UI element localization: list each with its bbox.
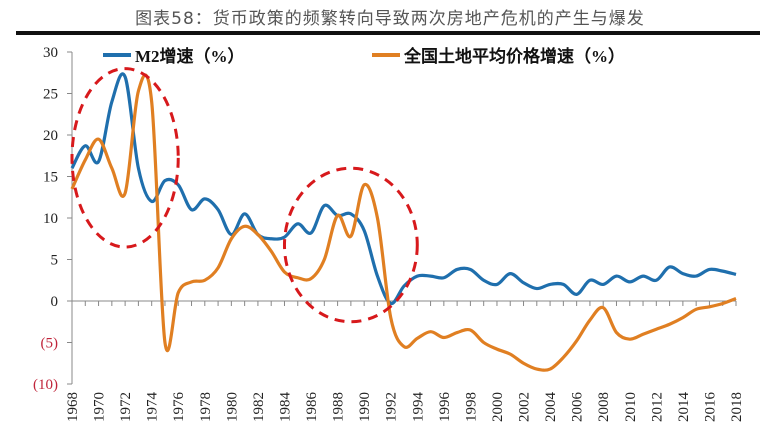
series-line-land bbox=[70, 73, 737, 372]
x-tick-label: 1974 bbox=[145, 392, 161, 423]
x-tick-label: 1994 bbox=[410, 392, 426, 423]
legend-land: 全国土地平均价格增速（%） bbox=[372, 42, 625, 67]
y-tick-label: 15 bbox=[43, 170, 58, 186]
x-tick-label: 1968 bbox=[65, 392, 81, 422]
x-tick-label: 2016 bbox=[702, 392, 718, 423]
crisis-highlight-ellipse-1 bbox=[70, 67, 180, 249]
legend-swatch-land bbox=[372, 52, 400, 57]
y-tick-label: 25 bbox=[43, 87, 58, 103]
x-tick-label: 1984 bbox=[277, 392, 293, 423]
x-tick-label: 1982 bbox=[251, 392, 267, 422]
y-tick-label: 30 bbox=[43, 45, 58, 61]
x-tick-label: 2004 bbox=[543, 392, 559, 423]
title-rule bbox=[16, 31, 760, 35]
x-tick-label: 1992 bbox=[384, 392, 400, 422]
legend-label-land: 全国土地平均价格增速（%） bbox=[404, 47, 625, 66]
x-tick-label: 2014 bbox=[676, 392, 692, 423]
y-tick-label: 20 bbox=[43, 128, 58, 144]
x-tick-label: 1990 bbox=[357, 392, 373, 422]
crisis-highlight-ellipse-2 bbox=[282, 166, 419, 324]
x-tick-label: 1988 bbox=[331, 392, 347, 422]
y-tick-label: 10 bbox=[43, 211, 58, 227]
y-tick-label: 0 bbox=[51, 294, 59, 310]
x-tick-label: 2000 bbox=[490, 392, 506, 422]
x-tick-label: 1986 bbox=[304, 392, 320, 423]
x-tick-label: 1996 bbox=[437, 392, 453, 423]
x-tick-label: 1972 bbox=[118, 392, 134, 422]
y-tick-label: 5 bbox=[51, 253, 59, 269]
x-tick-label: 1978 bbox=[198, 392, 214, 422]
x-tick-label: 2018 bbox=[729, 392, 745, 422]
x-tick-label: 2002 bbox=[517, 392, 533, 422]
chart-title: 图表58：货币政策的频繁转向导致两次房地产危机的产生与爆发 bbox=[135, 9, 645, 29]
x-tick-label: 2008 bbox=[596, 392, 612, 422]
x-tick-label: 1980 bbox=[224, 392, 240, 422]
x-tick-label: 2006 bbox=[570, 392, 586, 423]
legend-swatch-m2 bbox=[103, 52, 131, 57]
x-tick-label: 2010 bbox=[623, 392, 639, 422]
x-tick-label: 1970 bbox=[92, 392, 108, 422]
legend-m2: M2增速（%） bbox=[103, 42, 245, 67]
series-line-m2 bbox=[70, 72, 737, 306]
y-tick-label: (5) bbox=[41, 336, 59, 352]
x-tick-label: 1998 bbox=[463, 392, 479, 422]
y-tick-label: (10) bbox=[33, 377, 58, 393]
x-tick-label: 1976 bbox=[171, 392, 187, 423]
legend-label-m2: M2增速（%） bbox=[135, 47, 245, 66]
x-tick-label: 2012 bbox=[649, 392, 665, 422]
